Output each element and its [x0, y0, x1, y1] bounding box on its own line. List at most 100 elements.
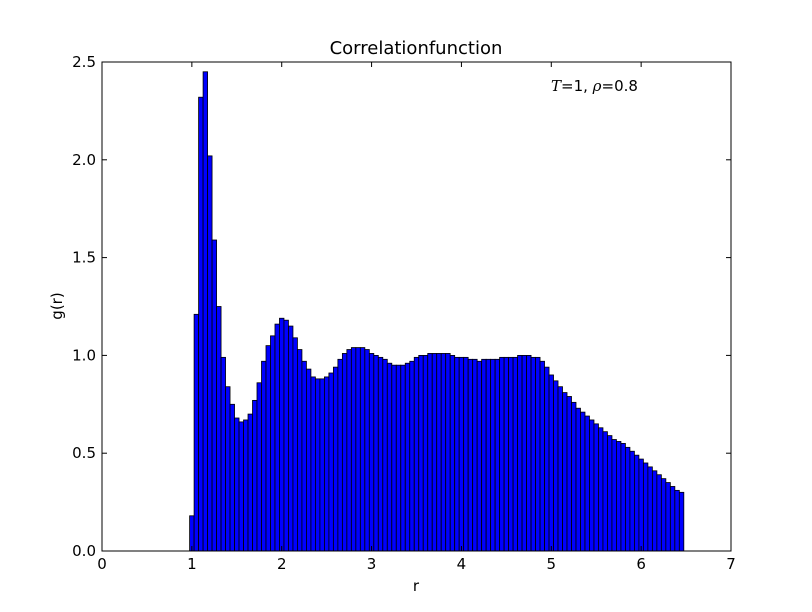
histogram-bar	[566, 396, 572, 552]
histogram-bar	[642, 462, 649, 552]
histogram-bar	[288, 325, 294, 552]
histogram-bar	[634, 454, 640, 552]
histogram-bar	[422, 354, 429, 552]
histogram-bar	[413, 356, 420, 552]
x-tick-label: 4	[457, 555, 467, 573]
histogram-bar	[386, 362, 393, 552]
histogram-bar	[216, 306, 222, 552]
y-tick-label: 2.0	[72, 151, 96, 169]
histogram-bar	[323, 376, 330, 552]
histogram-bar	[580, 411, 586, 552]
histogram-bar	[499, 356, 505, 552]
histogram-bar	[279, 317, 285, 552]
histogram-bar	[427, 353, 433, 552]
histogram-bar	[373, 354, 379, 552]
x-tick-label: 5	[547, 555, 557, 573]
histogram-bar	[607, 435, 613, 552]
histogram-bar	[517, 354, 523, 552]
histogram-bar	[454, 356, 460, 552]
histogram-bar	[651, 470, 658, 552]
histogram-bar	[225, 386, 231, 552]
histogram-bar	[512, 356, 518, 552]
histogram-bar	[400, 364, 406, 552]
histogram-bar	[431, 353, 438, 552]
x-axis-label: r	[413, 577, 420, 595]
temperature-symbol: T	[551, 77, 562, 95]
histogram-bar	[211, 239, 217, 552]
histogram-bar	[404, 362, 411, 552]
histogram-bar	[332, 366, 339, 552]
histogram-bar	[301, 360, 307, 552]
histogram-bar	[526, 354, 532, 552]
histogram-bar	[521, 354, 527, 552]
histogram-bar	[660, 478, 667, 552]
y-axis-label: g(r)	[48, 292, 66, 319]
histogram-bar	[647, 466, 653, 552]
histogram-bar	[562, 392, 568, 552]
y-tick-label: 1.0	[72, 346, 96, 364]
histogram-bar	[364, 349, 370, 552]
histogram-bar	[575, 407, 581, 552]
histogram-bar	[261, 360, 267, 552]
x-tick-label: 0	[97, 555, 107, 573]
histogram-bar	[445, 353, 451, 552]
histogram-bar	[382, 358, 388, 552]
histogram-bar	[310, 376, 316, 552]
temperature-value: =1,	[561, 77, 593, 95]
histogram-bar	[252, 399, 258, 552]
histogram-bar	[449, 354, 456, 552]
histogram-bar	[265, 345, 271, 552]
histogram-bar	[557, 386, 563, 552]
histogram-bar	[584, 415, 590, 552]
histogram-bar	[193, 313, 199, 552]
histogram-bar	[440, 353, 447, 552]
histogram-bar	[611, 439, 617, 552]
histogram-bar	[418, 354, 424, 552]
histogram-bar	[535, 356, 541, 552]
histogram-bar	[598, 427, 604, 552]
histogram-bar	[571, 401, 577, 552]
histogram-bar	[256, 382, 262, 552]
histogram-bar	[638, 458, 644, 552]
histogram-bar	[625, 446, 631, 552]
histogram-bar	[589, 419, 595, 552]
histogram-bar	[602, 431, 608, 552]
histogram-bar	[359, 347, 366, 552]
y-tick-label: 0.5	[72, 444, 96, 462]
histogram-bar	[283, 319, 289, 552]
plot-frame	[101, 61, 732, 552]
x-axis-ticks: 0 1 2 3 4 5 6 7	[97, 62, 736, 573]
histogram-bar	[539, 360, 545, 552]
y-tick-label: 2.5	[72, 53, 96, 71]
histogram-bar	[234, 417, 240, 552]
histogram-bar	[377, 356, 384, 552]
histogram-bar	[503, 356, 509, 552]
histogram-bar	[674, 489, 680, 552]
histogram-bar	[620, 443, 626, 552]
parameter-annotation: T=1, ρ=0.8	[551, 77, 638, 95]
histogram-bar	[319, 378, 325, 552]
density-value: =0.8	[602, 77, 638, 95]
histogram-bar	[494, 358, 501, 552]
histogram-bar	[467, 358, 474, 552]
histogram-bar	[270, 335, 276, 552]
histogram-bar	[395, 364, 402, 552]
histogram-bar	[315, 378, 321, 552]
histogram-bar	[238, 421, 244, 552]
histogram-bar	[530, 356, 536, 552]
histogram-bar	[292, 337, 298, 552]
histogram-bar	[243, 419, 249, 552]
histogram-bar	[220, 356, 226, 552]
histogram-bar	[665, 482, 671, 552]
y-axis-ticks: 0.0 0.5 1.0 1.5 2.0 2.5	[72, 53, 731, 560]
histogram-bar	[274, 323, 280, 552]
y-tick-label: 1.5	[72, 249, 96, 267]
histogram-bar	[391, 364, 397, 552]
y-tick-label: 0.0	[72, 542, 96, 560]
histogram-bar	[669, 486, 676, 552]
histogram-bar	[656, 474, 662, 552]
histogram-bar	[306, 368, 312, 552]
x-tick-label: 2	[277, 555, 287, 573]
histogram-bar	[247, 413, 253, 552]
